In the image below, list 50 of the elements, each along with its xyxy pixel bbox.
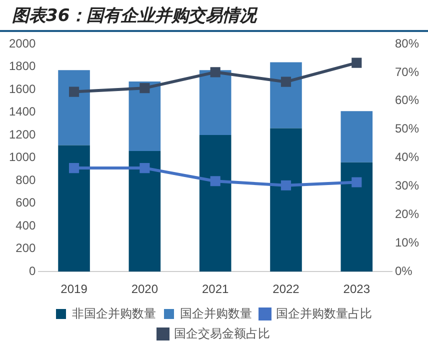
y-tick-label: 600: [16, 196, 36, 210]
bar: [128, 150, 161, 272]
point: [280, 180, 292, 190]
x-tick-label: 2020: [131, 282, 158, 296]
y-tick-label: 1000: [8, 150, 36, 164]
y2-tick-label: 20%: [394, 207, 420, 222]
point: [210, 176, 220, 186]
point: [68, 163, 80, 174]
bar: [128, 82, 161, 151]
bar: [340, 162, 373, 272]
bar: [270, 62, 302, 128]
point: [140, 83, 150, 94]
y-tick-label: 200: [16, 241, 36, 256]
legend-label: 非国企并购数量: [72, 306, 156, 320]
y2-tick-label: 70%: [394, 64, 420, 79]
x-tick-label: 2023: [343, 282, 370, 296]
point: [280, 76, 292, 87]
point: [140, 163, 150, 174]
x-tick-label: 2022: [272, 282, 300, 296]
point: [352, 177, 362, 188]
y-tick-label: 1600: [8, 82, 36, 96]
y2-tick-label: 30%: [394, 178, 420, 193]
y-tick-label: 1400: [8, 104, 36, 119]
y-tick-label: 800: [16, 172, 36, 187]
y2-tick-label: 0%: [394, 264, 413, 278]
legend-label: 国企并购数量占比: [276, 306, 372, 320]
y-tick-label: 400: [16, 218, 36, 232]
bar: [58, 70, 90, 146]
y2-tick-label: 10%: [394, 235, 420, 250]
point: [68, 86, 80, 97]
y-tick-label: 1800: [8, 59, 36, 74]
point: [352, 58, 362, 68]
y2-tick-label: 80%: [394, 36, 420, 50]
legend-label: 国企并购数量: [180, 306, 252, 320]
bar: [270, 128, 302, 272]
x-tick-label: 2019: [60, 282, 88, 296]
bar: [58, 145, 90, 272]
y-tick-label: 2000: [8, 36, 36, 50]
chart-title: 图表36：国有企业并购交易情况: [0, 0, 428, 32]
bar: [199, 70, 232, 136]
x-tick-label: 2021: [202, 282, 230, 296]
y2-tick-label: 50%: [394, 122, 420, 136]
y2-tick-label: 40%: [394, 150, 420, 164]
bar: [199, 135, 232, 272]
bar: [340, 111, 373, 162]
y2-tick-label: 60%: [394, 93, 420, 108]
y-tick-label: 1200: [8, 127, 36, 142]
y-tick-label: 0: [29, 264, 36, 278]
legend-label: 国企交易金额占比: [174, 326, 270, 340]
point: [210, 67, 220, 78]
